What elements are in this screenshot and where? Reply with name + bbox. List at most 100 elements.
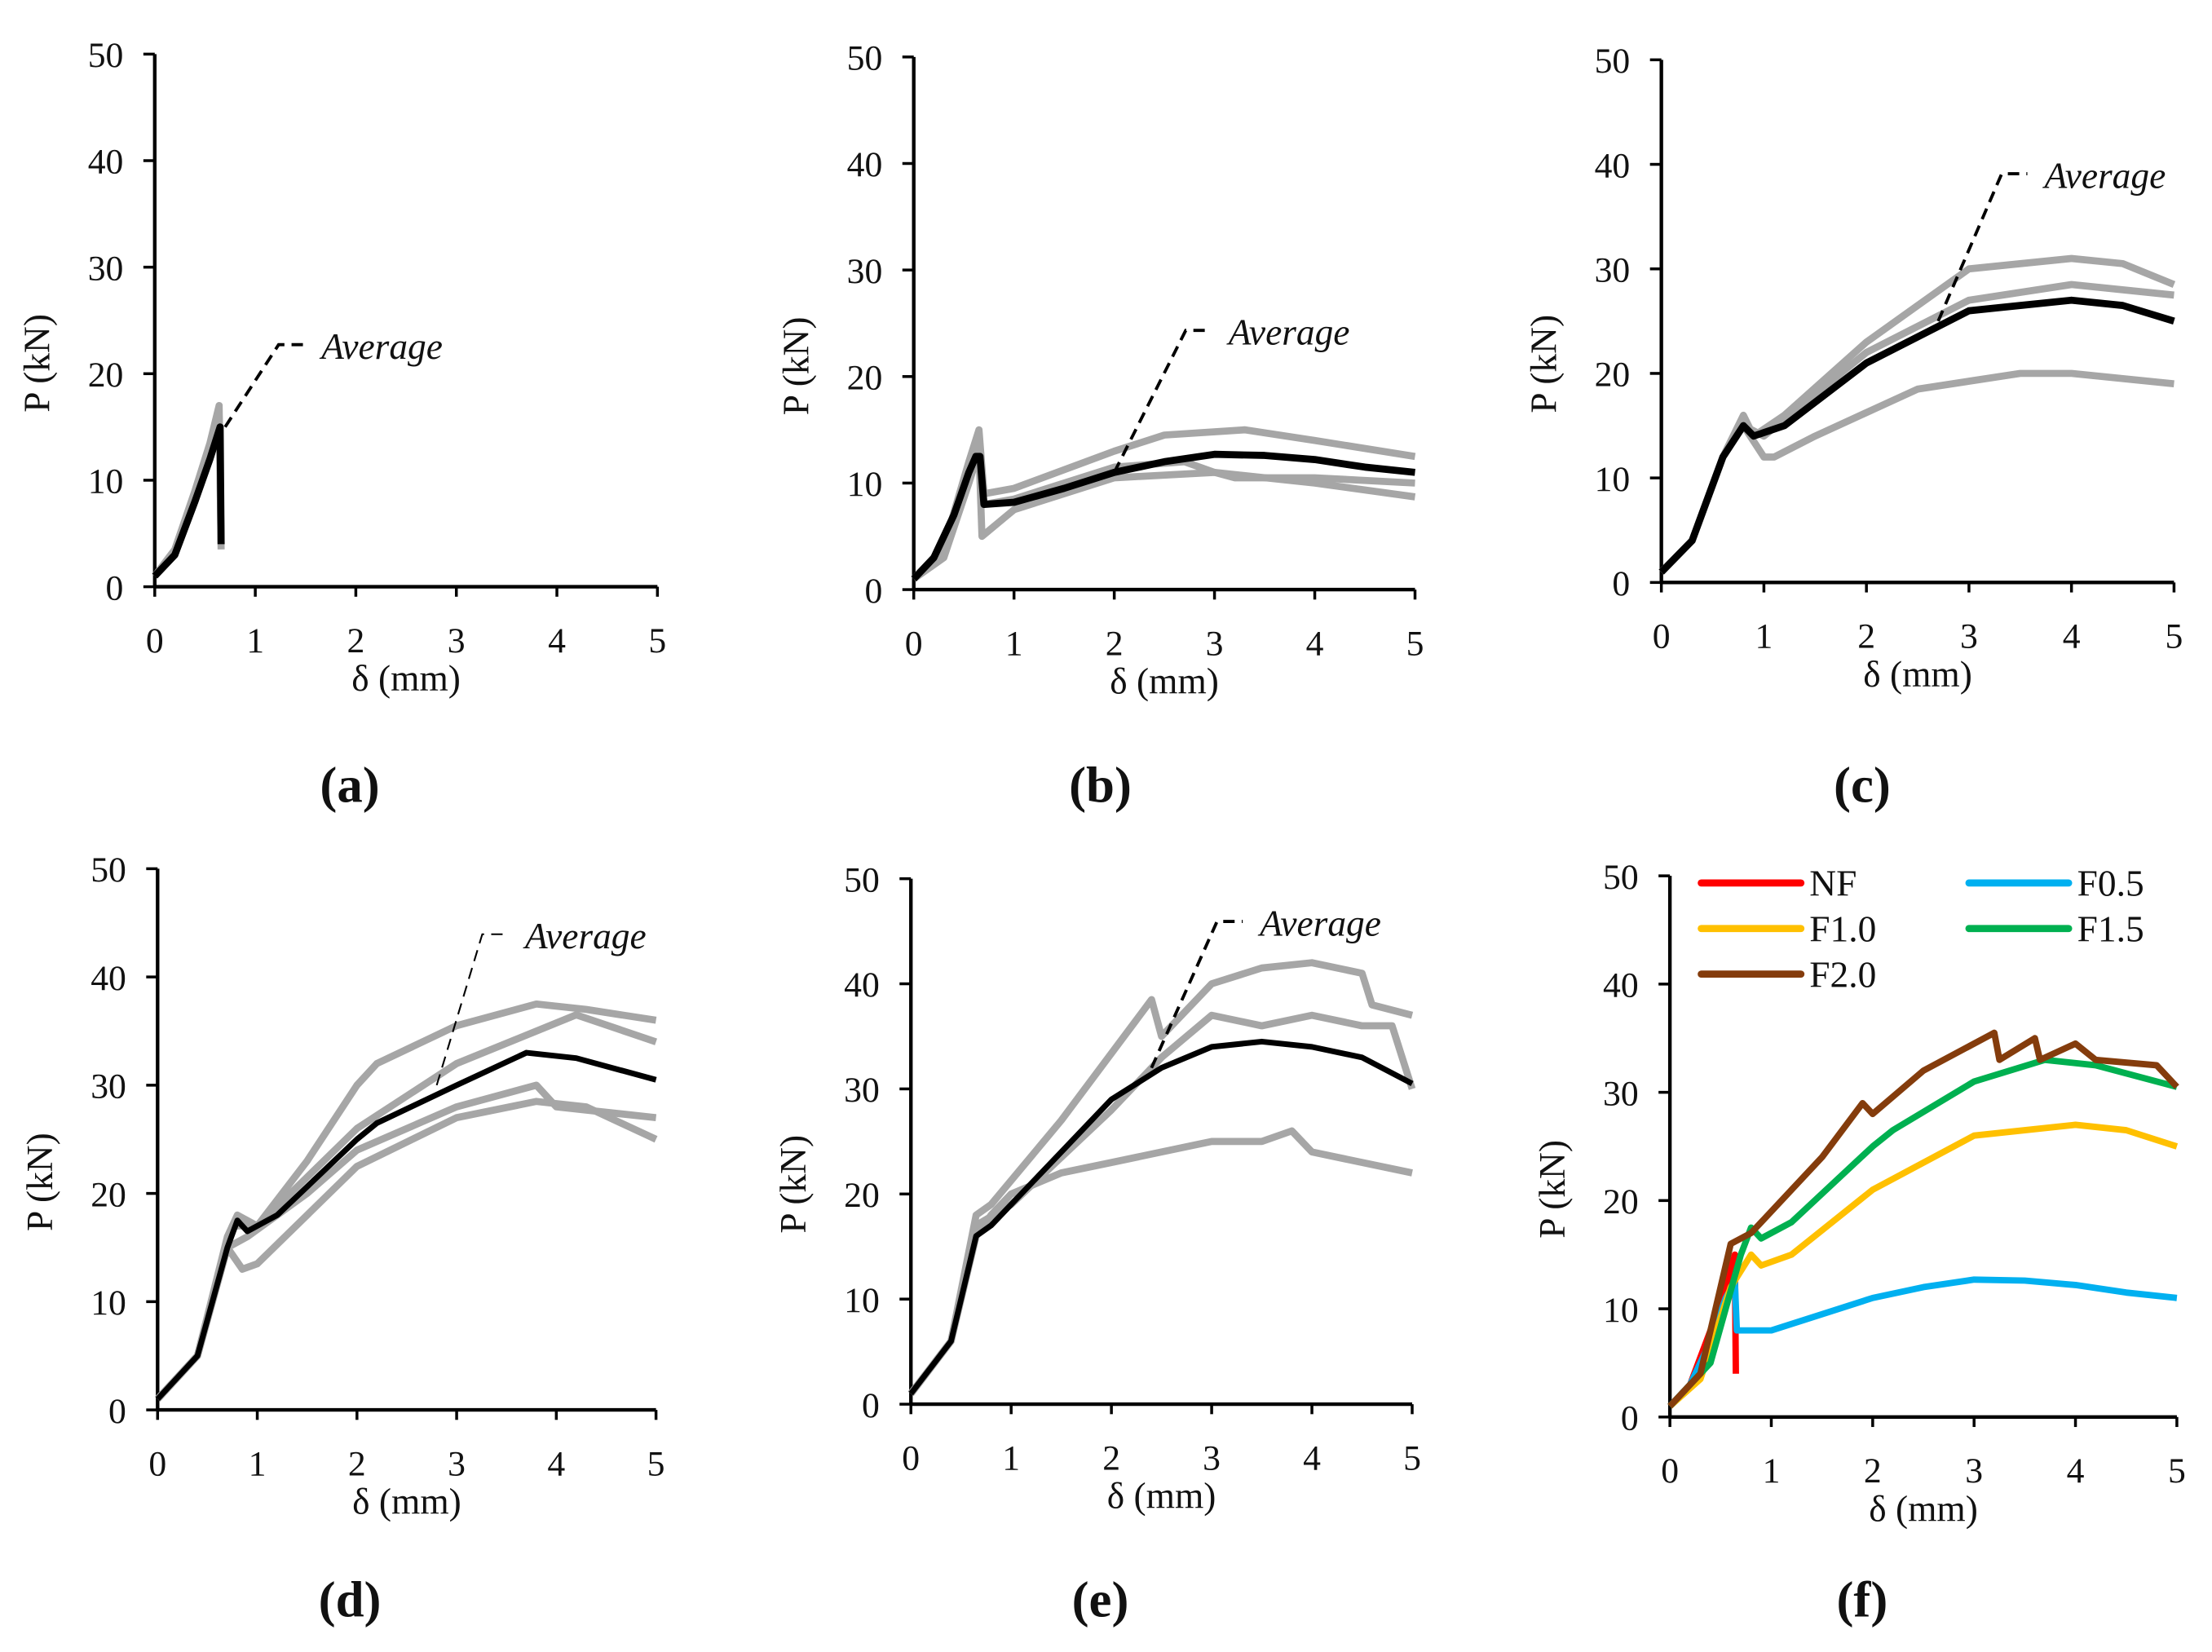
- panel-label: (e): [1072, 1570, 1129, 1628]
- y-tick-label: 30: [88, 249, 124, 288]
- y-tick-label: 10: [91, 1283, 126, 1323]
- y-tick-label: 40: [88, 143, 124, 182]
- average-curve: [908, 1038, 1414, 1396]
- y-tick-label: 30: [1603, 1074, 1639, 1113]
- y-tick-label: 40: [844, 965, 880, 1005]
- panel-label: (f): [1837, 1570, 1888, 1628]
- y-tick-label: 0: [864, 572, 882, 611]
- y-tick-label: 30: [91, 1067, 126, 1106]
- specimen-curve: [155, 1098, 658, 1402]
- x-tick-label: 5: [2168, 1451, 2186, 1491]
- y-tick-label: 10: [1595, 460, 1631, 499]
- annotation-average: Average: [1257, 903, 1381, 943]
- x-tick-label: 1: [249, 1444, 267, 1483]
- y-tick-label: 0: [108, 1392, 126, 1431]
- y-tick-label: 40: [1603, 966, 1639, 1005]
- annotation-leader: [223, 342, 305, 428]
- x-tick-label: 3: [1203, 1438, 1221, 1478]
- x-tick-label: 2: [1102, 1438, 1120, 1478]
- average-curve: [911, 450, 1415, 581]
- x-tick-label: 4: [1306, 624, 1324, 663]
- x-axis-label: δ (mm): [1107, 1476, 1216, 1517]
- x-tick-label: 0: [905, 624, 923, 663]
- y-tick-label: 0: [106, 568, 124, 607]
- legend-label: F2.0: [1809, 954, 1876, 995]
- x-tick-label: 3: [1960, 617, 1978, 656]
- x-tick-label: 0: [902, 1438, 920, 1478]
- x-tick-label: 1: [1002, 1438, 1020, 1478]
- x-tick-label: 2: [1864, 1451, 1882, 1491]
- panel-label: (b): [1069, 756, 1132, 813]
- specimen-curve: [155, 1011, 657, 1402]
- annotation-average: Average: [319, 326, 443, 367]
- y-tick-label: 20: [88, 356, 124, 395]
- y-tick-label: 20: [1603, 1182, 1639, 1221]
- y-tick-label: 40: [847, 145, 883, 184]
- x-tick-label: 0: [1653, 617, 1671, 656]
- x-tick-label: 2: [347, 621, 365, 660]
- y-tick-label: 0: [1612, 564, 1630, 603]
- specimen-curve: [907, 1127, 1413, 1396]
- specimen-curve: [912, 447, 1415, 582]
- y-tick-label: 20: [844, 1176, 880, 1215]
- x-tick-label: 2: [1857, 617, 1875, 656]
- x-axis-label: δ (mm): [1110, 661, 1219, 702]
- x-tick-label: 4: [1303, 1438, 1321, 1478]
- x-tick-label: 5: [2165, 617, 2183, 656]
- y-tick-label: 0: [1621, 1399, 1639, 1438]
- legend-label: F1.0: [1809, 908, 1876, 949]
- x-tick-label: 5: [1406, 624, 1424, 663]
- x-axis-label: δ (mm): [1869, 1488, 1978, 1529]
- y-axis-label: P (kN): [17, 314, 58, 413]
- x-tick-label: 0: [146, 621, 164, 660]
- y-tick-label: 20: [91, 1175, 126, 1214]
- specimen-curve: [907, 959, 1414, 1396]
- y-tick-label: 50: [1595, 42, 1631, 81]
- x-tick-label: 1: [1755, 617, 1773, 656]
- average-curve: [1658, 296, 2175, 575]
- specimen-curve: [1658, 369, 2174, 575]
- x-tick-label: 0: [1661, 1451, 1679, 1491]
- y-tick-label: 10: [844, 1281, 880, 1320]
- y-tick-label: 30: [1595, 250, 1631, 289]
- y-tick-label: 10: [1603, 1291, 1639, 1330]
- y-axis-label: P (kN): [1523, 315, 1564, 413]
- annotation-average: Average: [2042, 156, 2166, 197]
- y-tick-label: 30: [847, 252, 883, 291]
- annotation-leader: [1112, 329, 1212, 474]
- y-axis-label: P (kN): [773, 1135, 814, 1234]
- y-tick-label: 10: [88, 462, 124, 501]
- y-tick-label: 40: [91, 959, 126, 998]
- x-tick-label: 0: [148, 1444, 166, 1483]
- x-tick-label: 4: [2063, 617, 2081, 656]
- x-tick-label: 4: [2067, 1451, 2085, 1491]
- y-axis-label: P (kN): [1532, 1140, 1573, 1239]
- x-tick-label: 3: [1965, 1451, 1983, 1491]
- specimen-curve: [152, 402, 225, 579]
- x-tick-label: 4: [548, 621, 566, 660]
- annotation-average: Average: [1226, 312, 1350, 353]
- annotation-leader: [1150, 920, 1243, 1069]
- y-tick-label: 30: [844, 1071, 880, 1110]
- x-axis-label: δ (mm): [351, 658, 461, 699]
- x-tick-label: 3: [448, 621, 466, 660]
- y-tick-label: 10: [847, 465, 883, 504]
- series-F0.5: [1667, 1276, 2178, 1409]
- y-tick-label: 20: [847, 359, 883, 398]
- specimen-curve: [155, 1000, 657, 1402]
- x-tick-label: 2: [348, 1444, 366, 1483]
- y-tick-label: 50: [847, 39, 883, 78]
- y-axis-label: P (kN): [20, 1133, 60, 1231]
- x-tick-label: 3: [1206, 624, 1224, 663]
- annotation-leader: [435, 933, 508, 1086]
- panel-label: (c): [1834, 756, 1891, 813]
- y-tick-label: 20: [1595, 356, 1631, 395]
- x-tick-label: 3: [448, 1444, 466, 1483]
- legend-label: NF: [1809, 864, 1857, 904]
- x-tick-label: 1: [246, 621, 264, 660]
